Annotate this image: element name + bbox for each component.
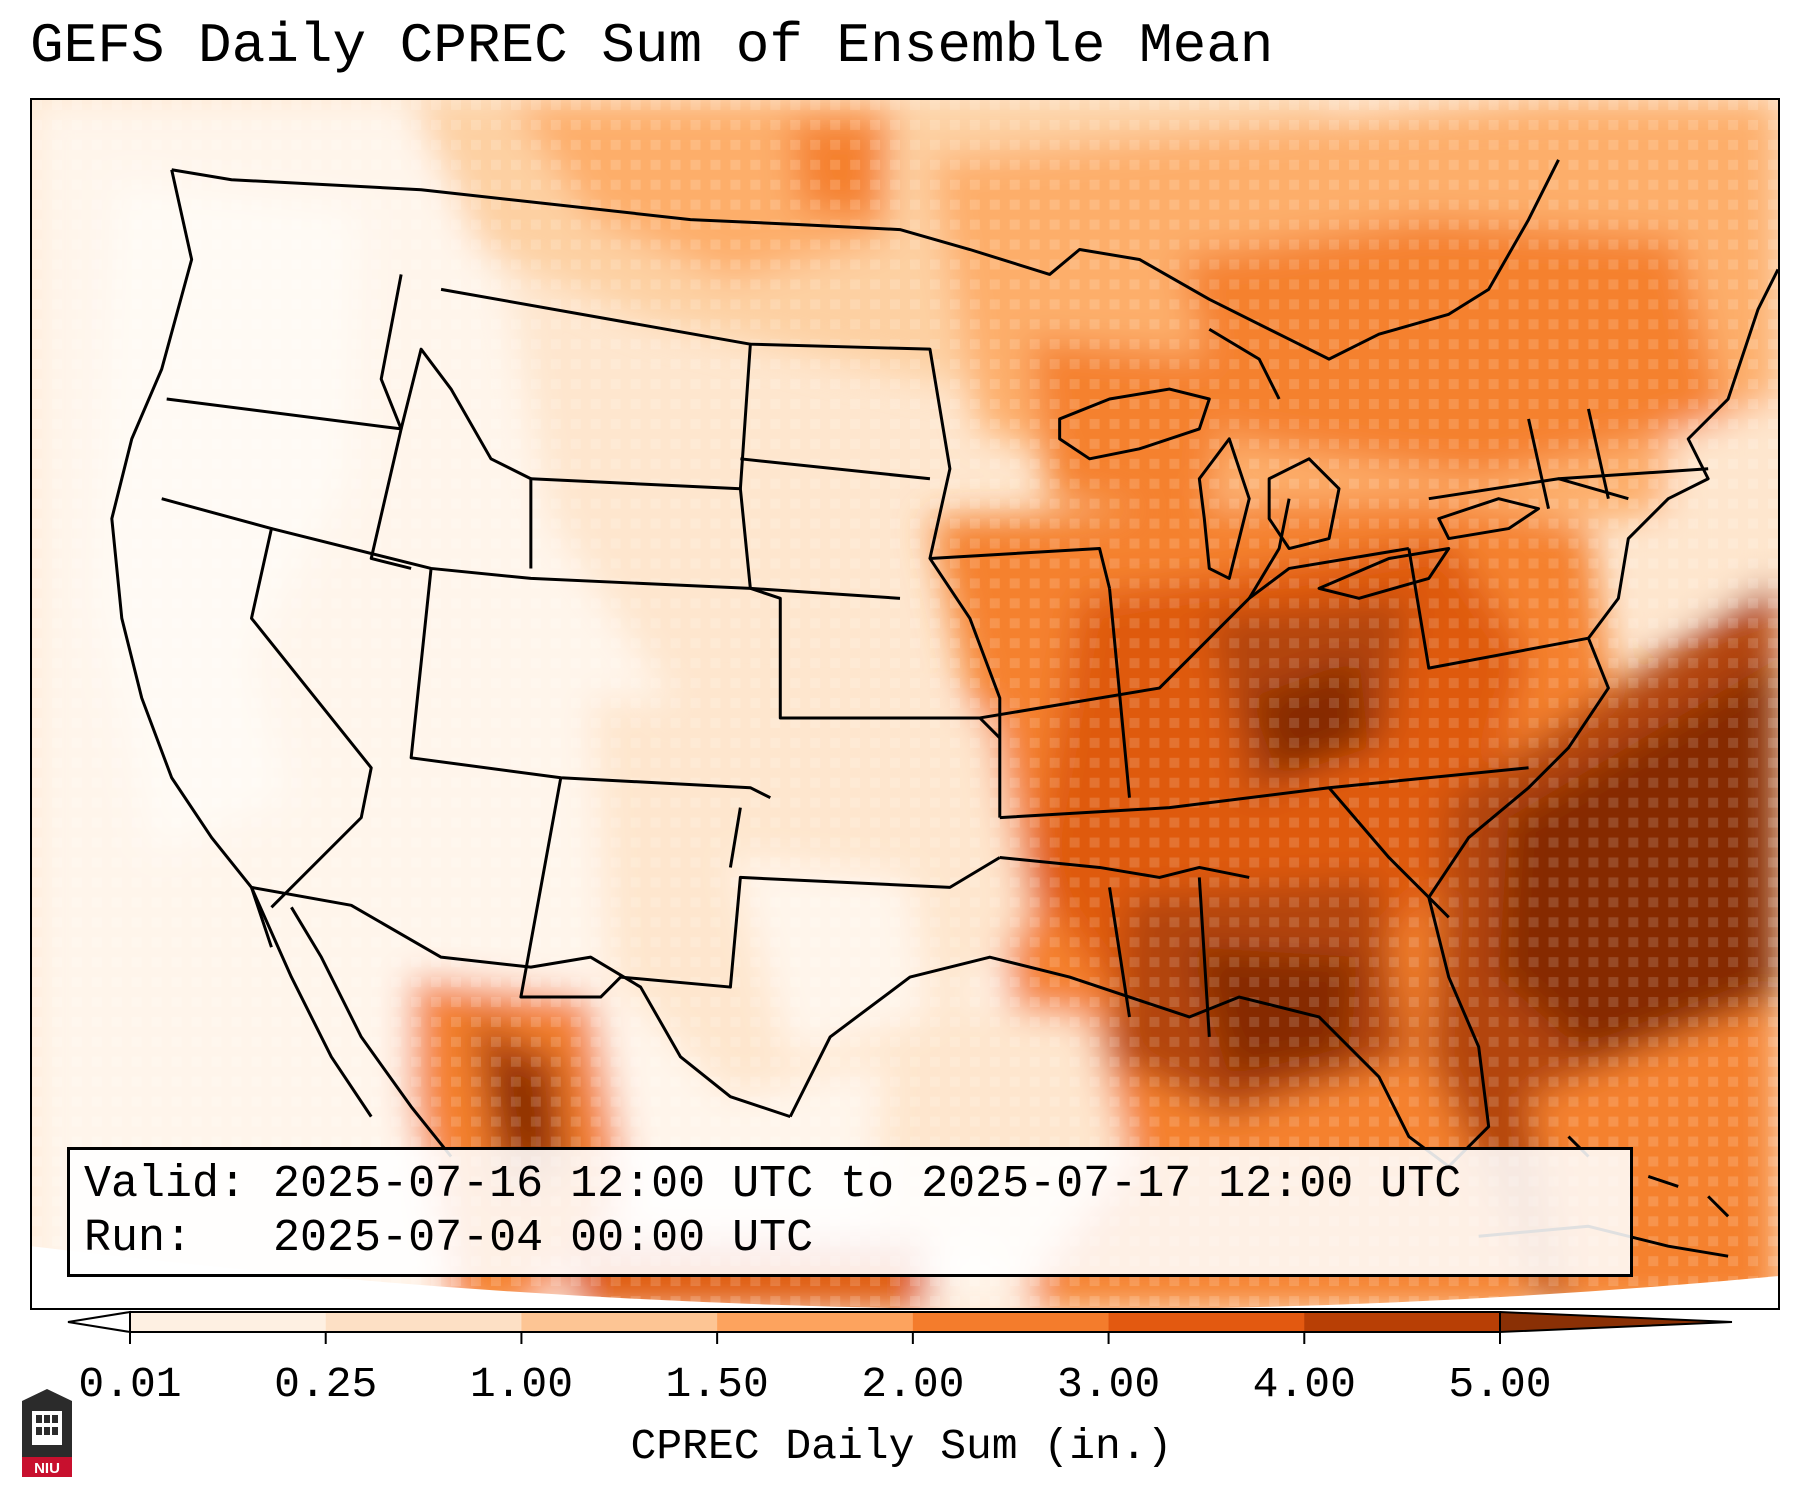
run-label: Run:	[84, 1213, 193, 1264]
colorbar	[60, 1310, 1740, 1350]
map-canvas	[32, 100, 1778, 1308]
colorbar-tick-label: 0.01	[78, 1360, 182, 1409]
lake-ontario	[1437, 497, 1541, 541]
run-value: 2025-07-04 00:00 UTC	[273, 1213, 814, 1264]
grid-texture	[32, 100, 1778, 1308]
colorbar-segment	[1108, 1312, 1305, 1332]
colorbar-tick-label: 5.00	[1448, 1360, 1552, 1409]
canada-border	[171, 159, 1560, 361]
colorbar-segment	[130, 1312, 327, 1332]
svg-text:NIU: NIU	[34, 1460, 60, 1477]
mexico-border	[251, 885, 791, 1119]
colorbar-segment	[325, 1312, 522, 1332]
lake-erie	[1317, 547, 1451, 600]
colorbar-segment	[1304, 1312, 1501, 1332]
colorbar-svg	[67, 1310, 1733, 1344]
colorbar-extend-high	[1499, 1310, 1733, 1334]
precipitation-map[interactable]	[30, 98, 1780, 1310]
valid-label: Valid:	[84, 1159, 247, 1210]
lake-huron	[1267, 457, 1341, 551]
colorbar-tick-label: 3.00	[1056, 1360, 1161, 1409]
run-row: Run: 2025-07-04 00:00 UTC	[84, 1212, 1630, 1266]
valid-value: 2025-07-16 12:00 UTC to 2025-07-17 12:00…	[273, 1159, 1462, 1210]
colorbar-tick-label: 0.25	[274, 1360, 378, 1409]
colorbar-tick-label: 1.00	[469, 1360, 574, 1409]
colorbar-segment	[912, 1312, 1110, 1332]
colorbar-tick-label: 4.00	[1252, 1360, 1356, 1409]
valid-time-box: Valid: 2025-07-16 12:00 UTC to 2025-07-1…	[67, 1147, 1633, 1277]
lake-michigan	[1197, 437, 1251, 580]
page-title: GEFS Daily CPREC Sum of Ensemble Mean	[30, 14, 1274, 78]
colorbar-segment	[717, 1312, 914, 1332]
gulf-coast	[788, 896, 1491, 1168]
valid-row: Valid: 2025-07-16 12:00 UTC to 2025-07-1…	[84, 1158, 1630, 1212]
colorbar-tick-label: 2.00	[861, 1360, 965, 1409]
lake-superior	[1058, 387, 1211, 461]
pacific-coast	[110, 169, 273, 948]
atlantic-coast	[1427, 268, 1778, 899]
colorbar-segment	[521, 1312, 718, 1332]
niu-logo: NIU	[18, 1387, 76, 1479]
niu-castle-icon: NIU	[22, 1389, 72, 1477]
colorbar-label: CPREC Daily Sum (in.)	[630, 1422, 1173, 1471]
colorbar-extend-low	[67, 1310, 131, 1334]
colorbar-tick-label: 1.50	[665, 1360, 769, 1409]
